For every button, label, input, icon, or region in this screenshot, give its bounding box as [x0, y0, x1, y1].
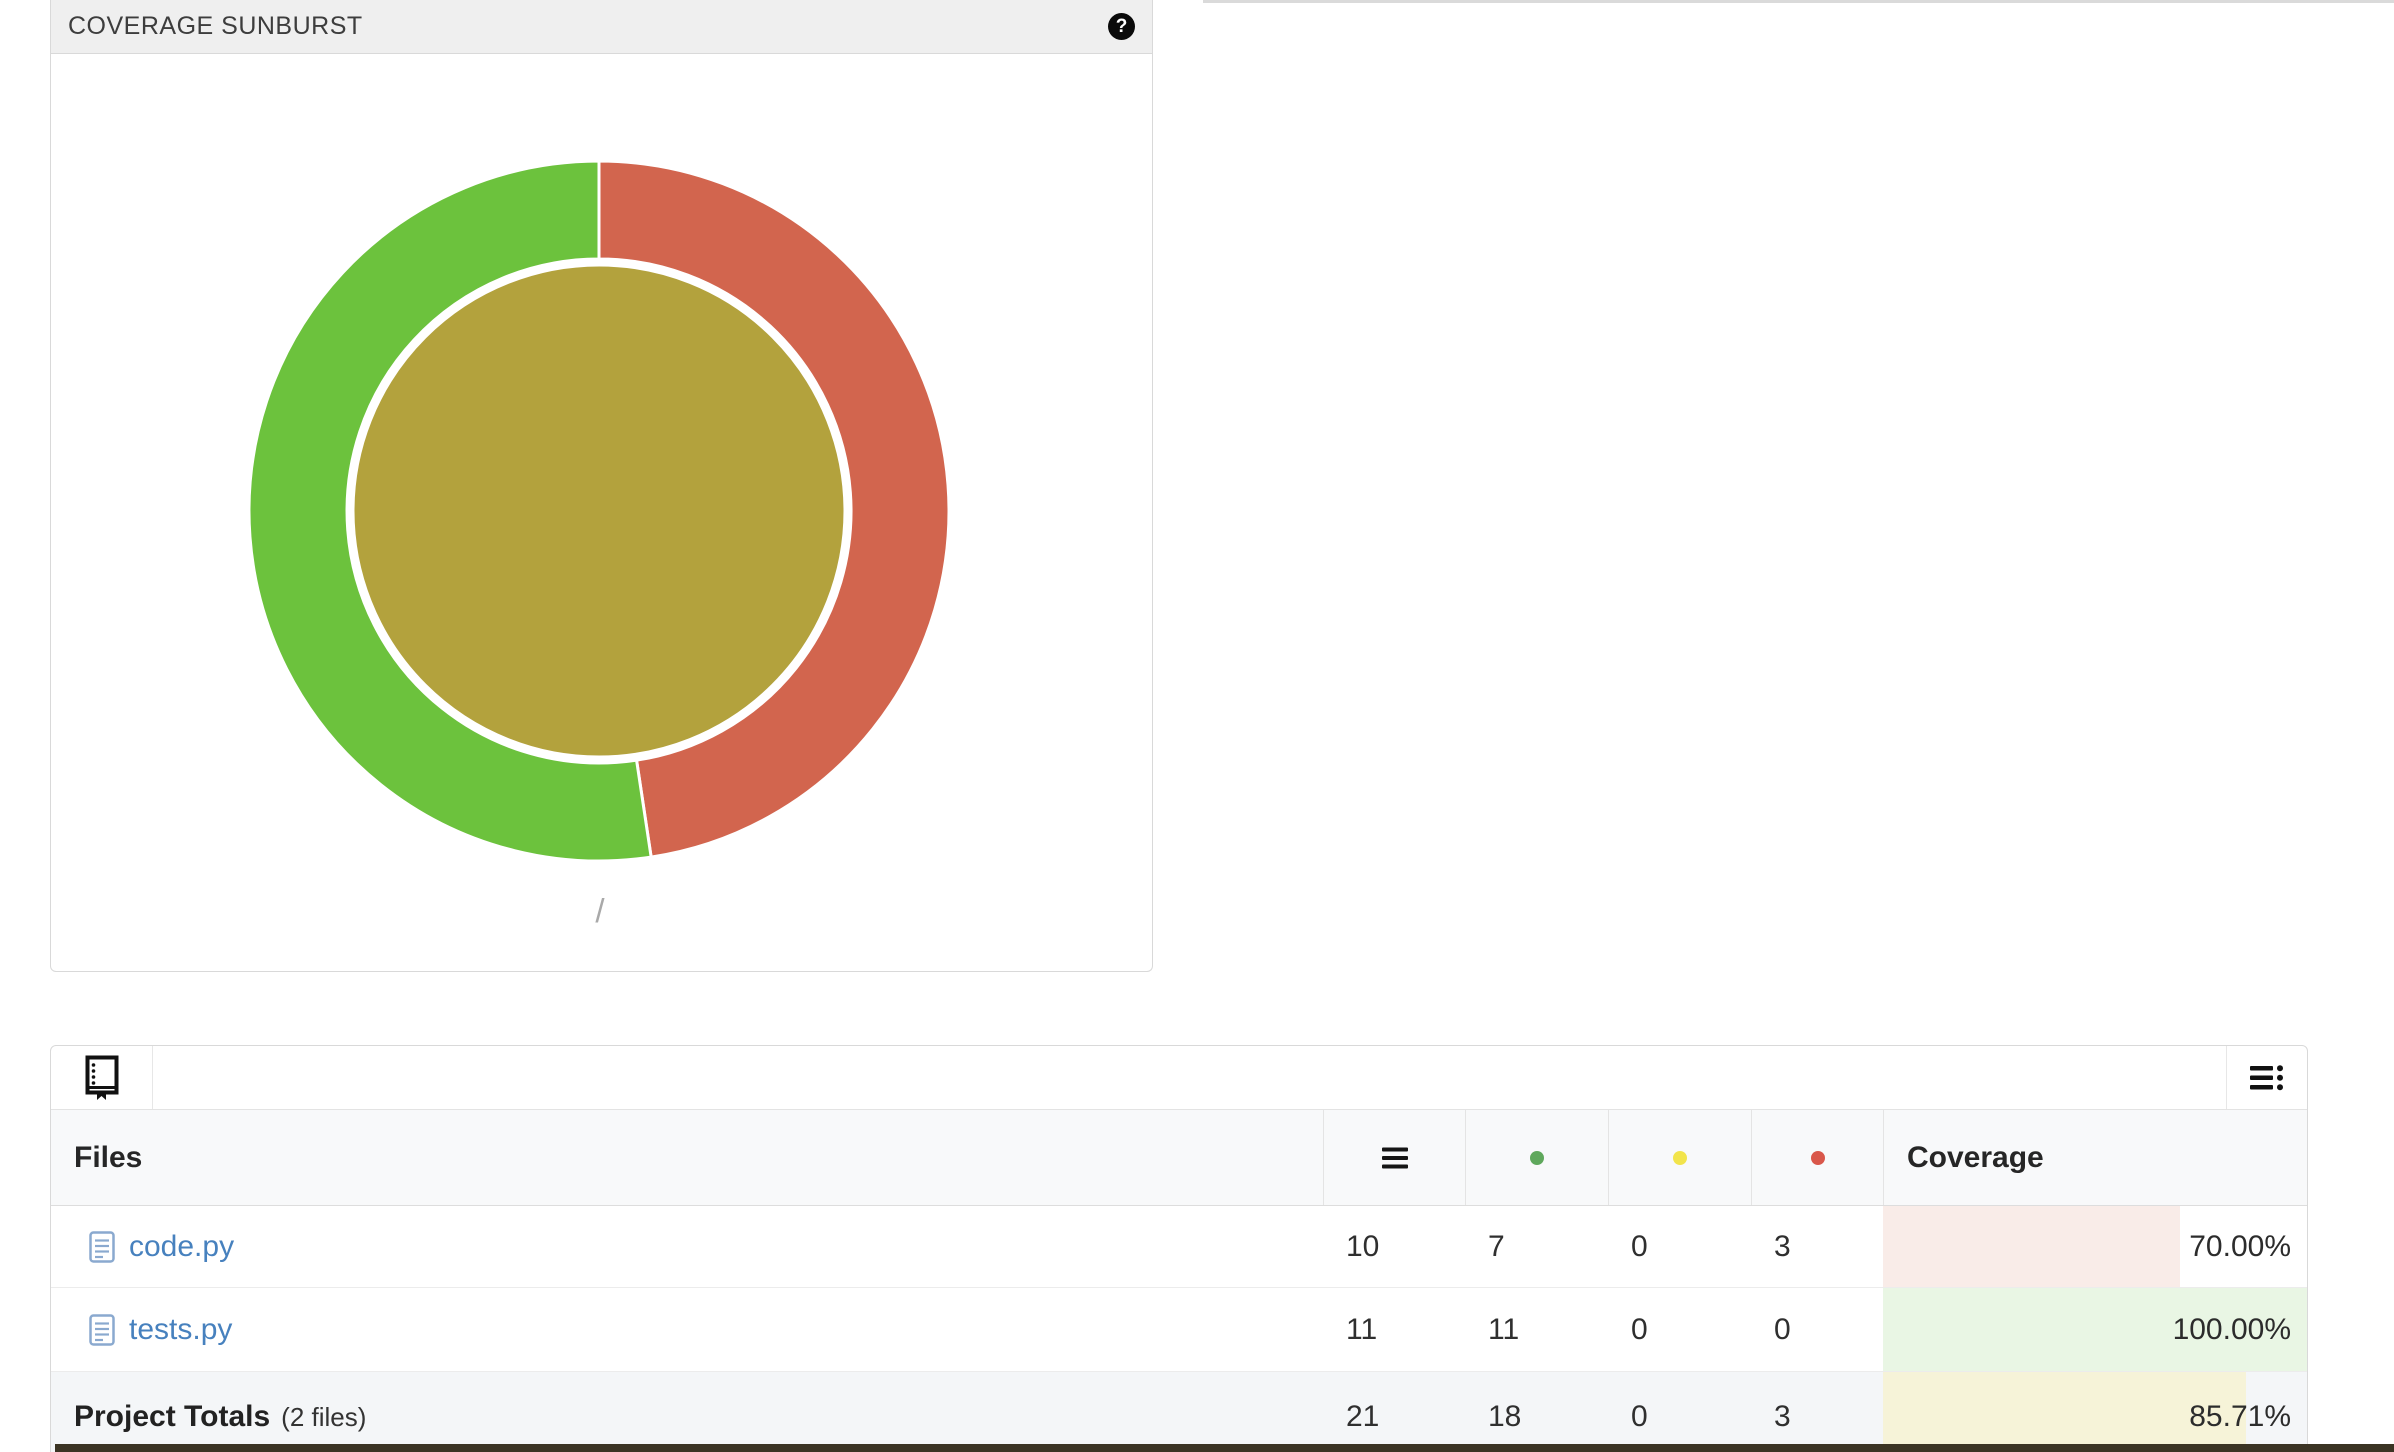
misses-dot-icon — [1810, 1150, 1825, 1165]
coverage-cell: 100.00% — [1883, 1288, 2307, 1371]
sunburst-segment-tests-py[interactable] — [247, 159, 653, 863]
coverage-bar — [1883, 1372, 2247, 1452]
file-link-tests-py[interactable]: tests.py — [129, 1312, 233, 1346]
column-header-misses[interactable] — [1751, 1110, 1883, 1205]
partials-value: 0 — [1631, 1312, 1648, 1346]
file-cell: code.py — [51, 1206, 1323, 1287]
coverage-bar — [1883, 1288, 2307, 1371]
help-icon[interactable]: ? — [1108, 13, 1135, 40]
coverage-bar — [1883, 1206, 2180, 1287]
panel-title: COVERAGE SUNBURST — [68, 12, 363, 40]
coverage-value: 70.00% — [2189, 1229, 2291, 1263]
coverage-total-cell: 85.71% — [1883, 1372, 2307, 1452]
lines-hamburger-icon — [1381, 1147, 1408, 1168]
hits-dot-icon — [1530, 1150, 1544, 1165]
table-row-project-totals: Project Totals (2 files) 21 18 0 3 85.71… — [51, 1372, 2307, 1452]
misses-value: 3 — [1774, 1229, 1791, 1263]
hits-value: 7 — [1488, 1229, 1505, 1263]
misses-value: 0 — [1774, 1312, 1791, 1346]
coverage-cell: 70.00% — [1883, 1206, 2307, 1287]
column-header-files[interactable]: Files — [74, 1140, 143, 1174]
coverage-total-value: 85.71% — [2189, 1400, 2291, 1433]
table-toolbar — [51, 1046, 2307, 1110]
book-icon — [85, 1055, 118, 1100]
totals-label: Project Totals — [74, 1400, 271, 1433]
partials-value: 0 — [1631, 1229, 1648, 1263]
totals-files-note: (2 files) — [281, 1401, 367, 1432]
totals-label-cell: Project Totals (2 files) — [51, 1372, 1323, 1452]
hits-total: 18 — [1488, 1400, 1522, 1433]
coverage-value: 100.00% — [2172, 1312, 2291, 1346]
coverage-sunburst-panel: COVERAGE SUNBURST ? / — [50, 0, 1153, 972]
sunburst-svg — [247, 159, 951, 863]
file-cell: tests.py — [51, 1288, 1323, 1371]
lines-total: 21 — [1346, 1400, 1380, 1433]
adjacent-panel-edge — [1203, 0, 2394, 3]
file-icon — [89, 1230, 115, 1263]
partials-total: 0 — [1631, 1400, 1648, 1433]
column-header-hits[interactable] — [1465, 1110, 1608, 1205]
table-header-row: Files Coverage — [51, 1110, 2307, 1206]
toolbar-spacer — [153, 1046, 2226, 1109]
partials-dot-icon — [1673, 1150, 1687, 1165]
panel-header: COVERAGE SUNBURST ? — [51, 0, 1152, 54]
list-options-icon — [2249, 1064, 2283, 1090]
lines-value: 10 — [1346, 1229, 1380, 1263]
sunburst-segment-code-py[interactable] — [597, 159, 951, 859]
lines-value: 11 — [1346, 1312, 1378, 1346]
table-row-tests-py: tests.py 11 11 0 0 100.00% — [51, 1288, 2307, 1372]
column-header-coverage[interactable]: Coverage — [1883, 1110, 2307, 1205]
hits-value: 11 — [1488, 1312, 1520, 1346]
cutoff-footer-strip — [55, 1444, 2394, 1452]
column-header-partials[interactable] — [1608, 1110, 1751, 1205]
column-header-lines[interactable] — [1323, 1110, 1465, 1205]
files-table: Files Coverage — [50, 1045, 2308, 1452]
file-link-code-py[interactable]: code.py — [129, 1229, 235, 1263]
list-options-toolbar-button[interactable] — [2226, 1046, 2307, 1109]
book-toolbar-button[interactable] — [51, 1046, 153, 1109]
table-row-code-py: code.py 10 7 0 3 70.00% — [51, 1206, 2307, 1288]
file-icon — [89, 1313, 115, 1346]
sunburst-chart: / — [51, 54, 1152, 970]
sunburst-root-label: / — [595, 892, 605, 929]
sunburst-center-root[interactable] — [351, 263, 847, 759]
misses-total: 3 — [1774, 1400, 1791, 1433]
